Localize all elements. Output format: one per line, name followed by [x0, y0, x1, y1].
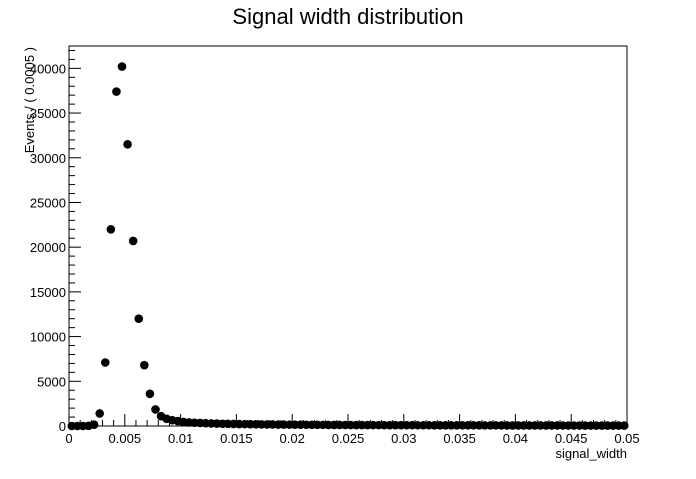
x-tick-label: 0.03	[391, 431, 416, 446]
data-point	[151, 405, 160, 414]
data-point	[619, 421, 629, 430]
chart-title: Signal width distribution	[232, 4, 463, 29]
x-axis: 0 0.005 0.01 0.015 0.02 0.025 0.03 0.035 0.04 0.0…	[65, 414, 640, 446]
x-tick-label: 0.05	[614, 431, 639, 446]
y-tick-label: 15000	[30, 285, 66, 300]
data-point	[95, 409, 104, 418]
data-point	[89, 420, 99, 429]
x-tick-label: 0.01	[168, 431, 193, 446]
y-axis: 0 5000 10000 15000 20000 25000 30000 35000 40000	[30, 49, 81, 434]
data-point	[106, 224, 116, 234]
plot-frame-rect	[68, 45, 628, 427]
data-point	[145, 389, 155, 399]
y-tick-label: 40000	[30, 61, 66, 76]
x-tick-label: 0.025	[332, 431, 365, 446]
y-tick-label: 10000	[30, 330, 66, 345]
x-tick-label: 0.005	[109, 431, 142, 446]
x-tick-label: 0.04	[503, 431, 528, 446]
y-tick-label: 5000	[37, 374, 66, 389]
data-point	[117, 62, 127, 71]
x-tick-label: 0	[65, 431, 72, 446]
y-tick-label: 25000	[30, 195, 66, 210]
data-points	[67, 62, 629, 431]
x-axis-label: signal_width	[555, 446, 627, 461]
x-tick-label: 0.015	[220, 431, 253, 446]
y-tick-label: 30000	[30, 151, 66, 166]
y-axis-label: Events / ( 0.0005 )	[22, 47, 37, 153]
x-tick-label: 0.035	[443, 431, 476, 446]
x-tick-label: 0.045	[555, 431, 588, 446]
y-tick-label: 35000	[30, 106, 66, 121]
data-point	[112, 87, 121, 96]
data-point	[100, 358, 110, 367]
y-tick-label: 20000	[30, 240, 66, 255]
y-tick-label: 0	[59, 419, 66, 434]
x-tick-label: 0.02	[280, 431, 305, 446]
data-point	[128, 236, 138, 246]
data-point	[140, 360, 149, 370]
plot-frame	[68, 45, 628, 427]
data-point	[134, 314, 144, 324]
data-point	[123, 140, 132, 149]
